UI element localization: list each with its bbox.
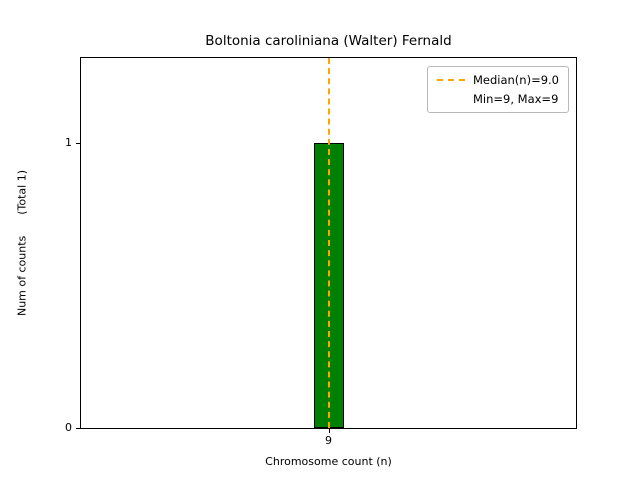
legend-empty-handle [437,98,465,100]
y-tick-mark [76,143,80,145]
chart-title: Boltonia caroliniana (Walter) Fernald [205,33,452,49]
median-line [327,58,330,428]
y-axis-label: Num of counts (Total 1) [15,169,29,317]
legend-label-minmax: Min=9, Max=9 [472,92,559,106]
x-tick-mark [328,429,330,433]
legend-row: Min=9, Max=9 [437,92,559,106]
legend-row: Median(n)=9.0 [436,73,559,87]
x-tick-label: 9 [325,434,332,447]
y-tick-mark [76,428,80,429]
y-tick-label: 0 [65,421,72,434]
y-tick-label: 1 [65,136,72,150]
legend-label-median: Median(n)=9.0 [472,73,559,87]
median-dashed-line-icon [436,79,465,81]
legend: Median(n)=9.0 Min=9, Max=9 [426,66,569,113]
plot-area: Median(n)=9.0 Min=9, Max=9 [80,57,577,429]
x-axis-label: Chromosome count (n) [265,455,392,468]
